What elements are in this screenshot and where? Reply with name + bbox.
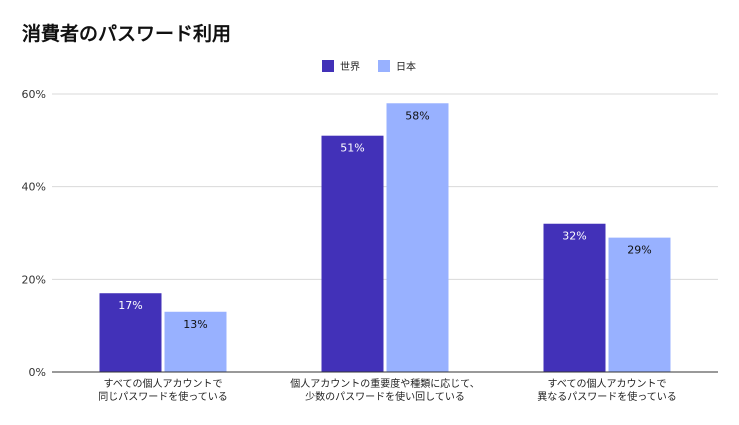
bar-japan [386,103,449,373]
y-axis-ticks: 0% 20% 40% 60% [22,88,46,379]
x-category-label: すべての個人アカウントで [548,377,667,390]
gridlines [52,93,718,280]
bar-data-label: 58% [405,109,429,122]
bar-data-label: 17% [118,299,142,312]
bar-japan [164,311,227,372]
x-axis-categories: すべての個人アカウントで同じパスワードを使っている個人アカウントの重要度や種類に… [98,377,677,403]
legend: 世界 日本 [322,60,416,73]
y-tick-label: 0% [29,366,46,379]
y-tick-label: 20% [22,273,46,286]
bars [99,103,671,373]
bar-japan [608,237,671,372]
x-category-label: すべての個人アカウントで [104,377,223,390]
legend-label: 日本 [396,60,416,73]
data-labels: 17% 13% 51% 58% 32% 29% [118,109,651,331]
bar-data-label: 51% [340,142,364,155]
bar-world [321,135,384,372]
legend-swatch [378,60,390,72]
chart-title: 消費者のパスワード利用 [22,22,231,45]
x-category-label: 個人アカウントの重要度や種類に応じて、 [290,377,480,390]
bar-data-label: 13% [183,318,207,331]
x-category-label: 少数のパスワードを使い回している [305,390,465,403]
bar-data-label: 32% [562,230,586,243]
bar-world [543,223,606,372]
y-tick-label: 40% [22,181,46,194]
bar-world [99,293,162,372]
x-category-label: 同じパスワードを使っている [98,390,228,403]
x-category-label: 異なるパスワードを使っている [537,390,677,403]
y-tick-label: 60% [22,88,46,101]
legend-swatch [322,60,334,72]
bar-data-label: 29% [627,244,651,257]
legend-label: 世界 [340,61,360,73]
